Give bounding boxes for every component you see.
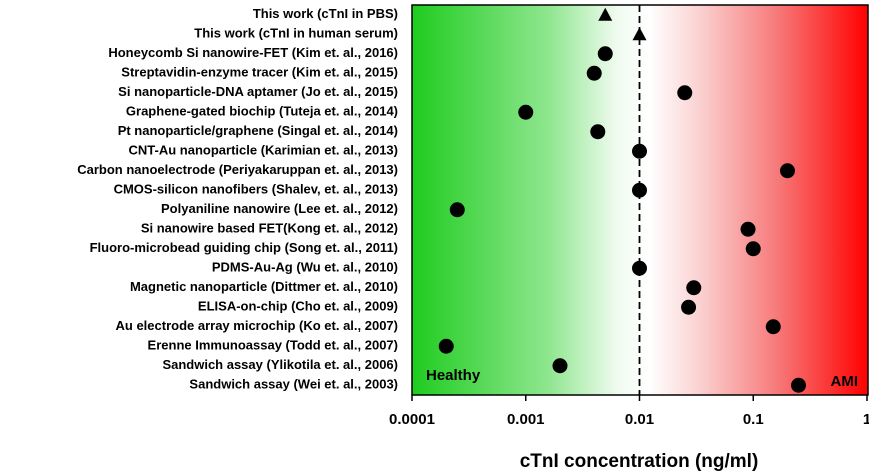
y-tick-label: Graphene-gated biochip (Tuteja et. al., … [126, 104, 398, 119]
triangle-marker [632, 27, 647, 41]
y-tick-label: Magnetic nanoparticle (Dittmer et. al., … [130, 279, 398, 294]
y-tick-label: PDMS-Au-Ag (Wu et. al., 2010) [212, 260, 398, 275]
x-tick-label: 0.001 [507, 411, 545, 428]
circle-marker [586, 65, 602, 81]
y-tick-label: This work (cTnI in human serum) [194, 26, 398, 41]
x-axis-label: cTnI concentration (ng/ml) [520, 451, 759, 472]
circle-marker [449, 202, 465, 218]
annotation: Healthy [426, 367, 481, 384]
y-tick-label: Sandwich assay (Ylikotila et. al., 2006) [162, 357, 398, 372]
circle-marker [745, 241, 761, 257]
y-tick-label: Sandwich assay (Wei et. al., 2003) [189, 377, 398, 392]
circle-marker [597, 46, 613, 62]
y-tick-label: Honeycomb Si nanowire-FET (Kim et. al., … [108, 45, 398, 60]
x-tick-label: 1 [863, 411, 869, 428]
y-tick-label: CMOS-silicon nanofibers (Shalev, et. al.… [114, 182, 398, 197]
circle-marker [791, 377, 807, 393]
triangle-marker [598, 7, 613, 21]
x-tick-label: 0.0001 [389, 411, 435, 428]
y-tick-label: Streptavidin-enzyme tracer (Kim et. al.,… [121, 65, 398, 80]
circle-marker [438, 338, 454, 354]
circle-marker [740, 221, 756, 237]
y-tick-label: Carbon nanoelectrode (Periyakaruppan et.… [77, 162, 398, 177]
circle-marker [681, 299, 697, 315]
circle-marker [779, 163, 795, 179]
circle-marker [686, 280, 702, 296]
circle-marker [632, 143, 647, 159]
circle-marker [632, 260, 647, 276]
x-tick-label: 0.1 [743, 411, 764, 428]
circle-marker [677, 85, 693, 101]
y-tick-label: Pt nanoparticle/graphene (Singal et. al.… [118, 123, 398, 138]
circle-marker [765, 319, 781, 335]
annotation: AMI [831, 373, 859, 390]
y-tick-label: Fluoro-microbead guiding chip (Song et. … [90, 240, 398, 255]
y-tick-label: CNT-Au nanoparticle (Karimian et. al., 2… [129, 143, 398, 158]
y-tick-label: Si nanowire based FET(Kong et. al., 2012… [141, 221, 398, 236]
y-tick-label: Si nanoparticle-DNA aptamer (Jo et. al.,… [118, 84, 398, 99]
y-tick-label: ELISA-on-chip (Cho et. al., 2009) [198, 299, 398, 314]
circle-marker [518, 104, 534, 120]
y-tick-label: Polyaniline nanowire (Lee et. al., 2012) [161, 201, 398, 216]
x-tick-label: 0.01 [625, 411, 654, 428]
circle-marker [552, 358, 568, 374]
circle-marker [590, 124, 606, 140]
circle-marker [632, 182, 647, 198]
y-tick-label: This work (cTnI in PBS) [253, 6, 398, 21]
y-tick-label: Au electrode array microchip (Ko et. al.… [116, 318, 399, 333]
y-tick-label: Erenne Immunoassay (Todd et. al., 2007) [148, 338, 398, 353]
